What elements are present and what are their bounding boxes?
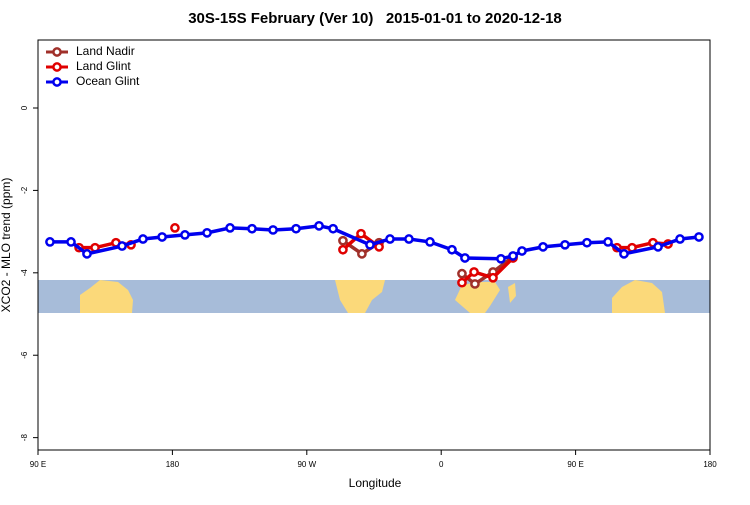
x-tick-label: 0 bbox=[439, 460, 444, 469]
point bbox=[157, 232, 167, 242]
legend-marker bbox=[52, 77, 62, 87]
point bbox=[470, 279, 480, 289]
point bbox=[180, 230, 190, 240]
y-tick-label: 0 bbox=[20, 105, 29, 110]
point bbox=[66, 237, 76, 247]
point bbox=[460, 253, 470, 263]
legend-label: Ocean Glint bbox=[76, 74, 140, 88]
x-tick-label: 90 E bbox=[567, 460, 583, 469]
series-line bbox=[79, 231, 669, 285]
point bbox=[675, 234, 685, 244]
point bbox=[225, 223, 235, 233]
point bbox=[496, 253, 506, 264]
point bbox=[328, 223, 338, 234]
plot-frame bbox=[37, 39, 711, 451]
point bbox=[338, 235, 348, 246]
y-tick-label: -6 bbox=[20, 351, 29, 359]
x-tick-label: 90 E bbox=[30, 460, 46, 469]
point bbox=[170, 223, 180, 233]
point bbox=[582, 237, 592, 248]
point bbox=[365, 239, 375, 250]
point bbox=[117, 241, 127, 251]
point bbox=[469, 267, 479, 277]
point bbox=[457, 268, 467, 279]
point bbox=[488, 272, 498, 283]
point bbox=[508, 251, 518, 261]
y-tick-label: -4 bbox=[20, 269, 29, 277]
y-tick-label: -2 bbox=[20, 186, 29, 194]
point bbox=[202, 227, 212, 238]
legend-marker bbox=[52, 62, 62, 72]
series-line bbox=[49, 224, 700, 261]
x-tick-label: 180 bbox=[703, 460, 717, 469]
x-tick-label: 90 W bbox=[297, 460, 316, 469]
point bbox=[538, 242, 548, 252]
point bbox=[603, 237, 613, 247]
point bbox=[385, 234, 395, 244]
map-land bbox=[80, 280, 665, 313]
point bbox=[356, 228, 366, 239]
point bbox=[560, 239, 570, 250]
point bbox=[425, 237, 435, 247]
point bbox=[357, 249, 367, 259]
point bbox=[82, 249, 92, 259]
point bbox=[447, 244, 457, 255]
point bbox=[247, 223, 257, 234]
point bbox=[45, 237, 55, 247]
legend-label: Land Nadir bbox=[76, 44, 135, 58]
legend-marker bbox=[52, 47, 62, 57]
x-axis-label: Longitude bbox=[349, 476, 402, 490]
y-tick-label: -8 bbox=[20, 434, 29, 442]
chart-title: 30S-15S February (Ver 10) 2015-01-01 to … bbox=[188, 10, 562, 27]
point bbox=[619, 249, 629, 259]
point bbox=[314, 220, 324, 231]
point bbox=[694, 232, 704, 242]
point bbox=[338, 244, 348, 255]
point bbox=[404, 234, 414, 244]
point bbox=[138, 234, 148, 244]
legend-label: Land Glint bbox=[76, 59, 131, 73]
point bbox=[653, 242, 663, 252]
point bbox=[457, 277, 467, 288]
y-axis-label: XCO2 - MLO trend (ppm) bbox=[0, 178, 13, 313]
point bbox=[517, 246, 527, 256]
point bbox=[291, 223, 301, 234]
x-tick-label: 180 bbox=[166, 460, 180, 469]
point bbox=[268, 225, 278, 235]
